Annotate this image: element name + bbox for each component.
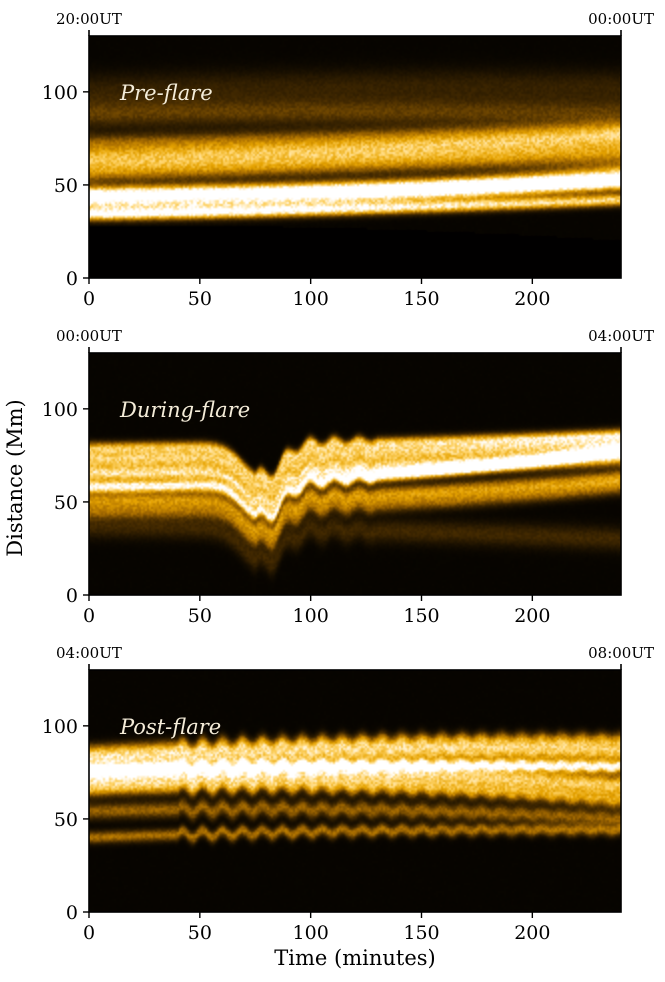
axes: 0 50 100 150 200 0 50 100 [42, 347, 622, 627]
x-tick-label: 0 [83, 605, 95, 627]
panel-during-flare: 00:00UT 04:00UT During-flare 0 50 100 150 20… [42, 327, 654, 627]
x-tick-label: 100 [293, 288, 329, 310]
x-tick-label: 0 [83, 922, 95, 944]
end-time-label: 04:00UT [588, 327, 654, 345]
phase-label: Post-flare [119, 715, 221, 739]
start-time-label: 20:00UT [56, 10, 122, 28]
start-time-label: 04:00UT [56, 644, 122, 662]
y-tick-label: 0 [66, 902, 78, 924]
panel-post-flare: 04:00UT 08:00UT Post-flare 0 50 100 150 2000… [42, 644, 654, 944]
x-axis-label: Time (minutes) [274, 946, 435, 970]
heatmap-image [89, 670, 621, 912]
x-tick-label: 150 [403, 922, 439, 944]
x-tick-label: 200 [514, 922, 550, 944]
y-tick-label: 50 [54, 492, 78, 514]
y-tick-label: 50 [54, 809, 78, 831]
axes: 0 50 100 150 200 0 50 100 [42, 664, 622, 944]
start-time-label: 00:00UT [56, 327, 122, 345]
x-tick-label: 100 [293, 605, 329, 627]
x-tick-label: 150 [403, 288, 439, 310]
plot-frame [88, 35, 622, 279]
end-time-label: 08:00UT [588, 644, 654, 662]
x-tick-label: 200 [514, 605, 550, 627]
x-tick-label: 200 [514, 288, 550, 310]
plot-frame [88, 669, 622, 913]
y-tick-label: 100 [42, 399, 78, 421]
y-tick-label: 0 [66, 585, 78, 607]
panel-pre-flare: 20:00UT 00:00UT Pre-flare 0 50 100 150 200 0 5… [42, 10, 654, 310]
axes: 0 50 100 150 200 0 50 100 [42, 30, 622, 310]
x-tick-label: 100 [293, 922, 329, 944]
end-time-label: 00:00UT [588, 10, 654, 28]
x-tick-label: 150 [403, 605, 439, 627]
phase-label: Pre-flare [119, 81, 213, 105]
x-tick-label: 50 [188, 605, 212, 627]
y-tick-label: 100 [42, 82, 78, 104]
heatmap-area [89, 670, 621, 912]
heatmap-image [89, 36, 621, 278]
heatmap-image [89, 353, 621, 595]
y-tick-label: 50 [54, 175, 78, 197]
x-tick-label: 0 [83, 288, 95, 310]
x-tick-label: 50 [188, 922, 212, 944]
x-tick-label: 50 [188, 288, 212, 310]
y-tick-label: 0 [66, 268, 78, 290]
plot-frame [88, 352, 622, 596]
y-tick-label: 100 [42, 716, 78, 738]
heatmap-area [89, 36, 621, 278]
y-axis-label: Distance (Mm) [3, 399, 27, 556]
phase-label: During-flare [119, 398, 250, 422]
heatmap-area [89, 353, 621, 595]
